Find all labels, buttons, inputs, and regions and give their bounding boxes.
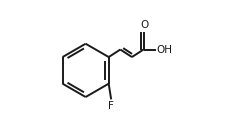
Text: OH: OH <box>156 45 172 55</box>
Text: F: F <box>108 101 114 112</box>
Text: O: O <box>140 20 148 30</box>
